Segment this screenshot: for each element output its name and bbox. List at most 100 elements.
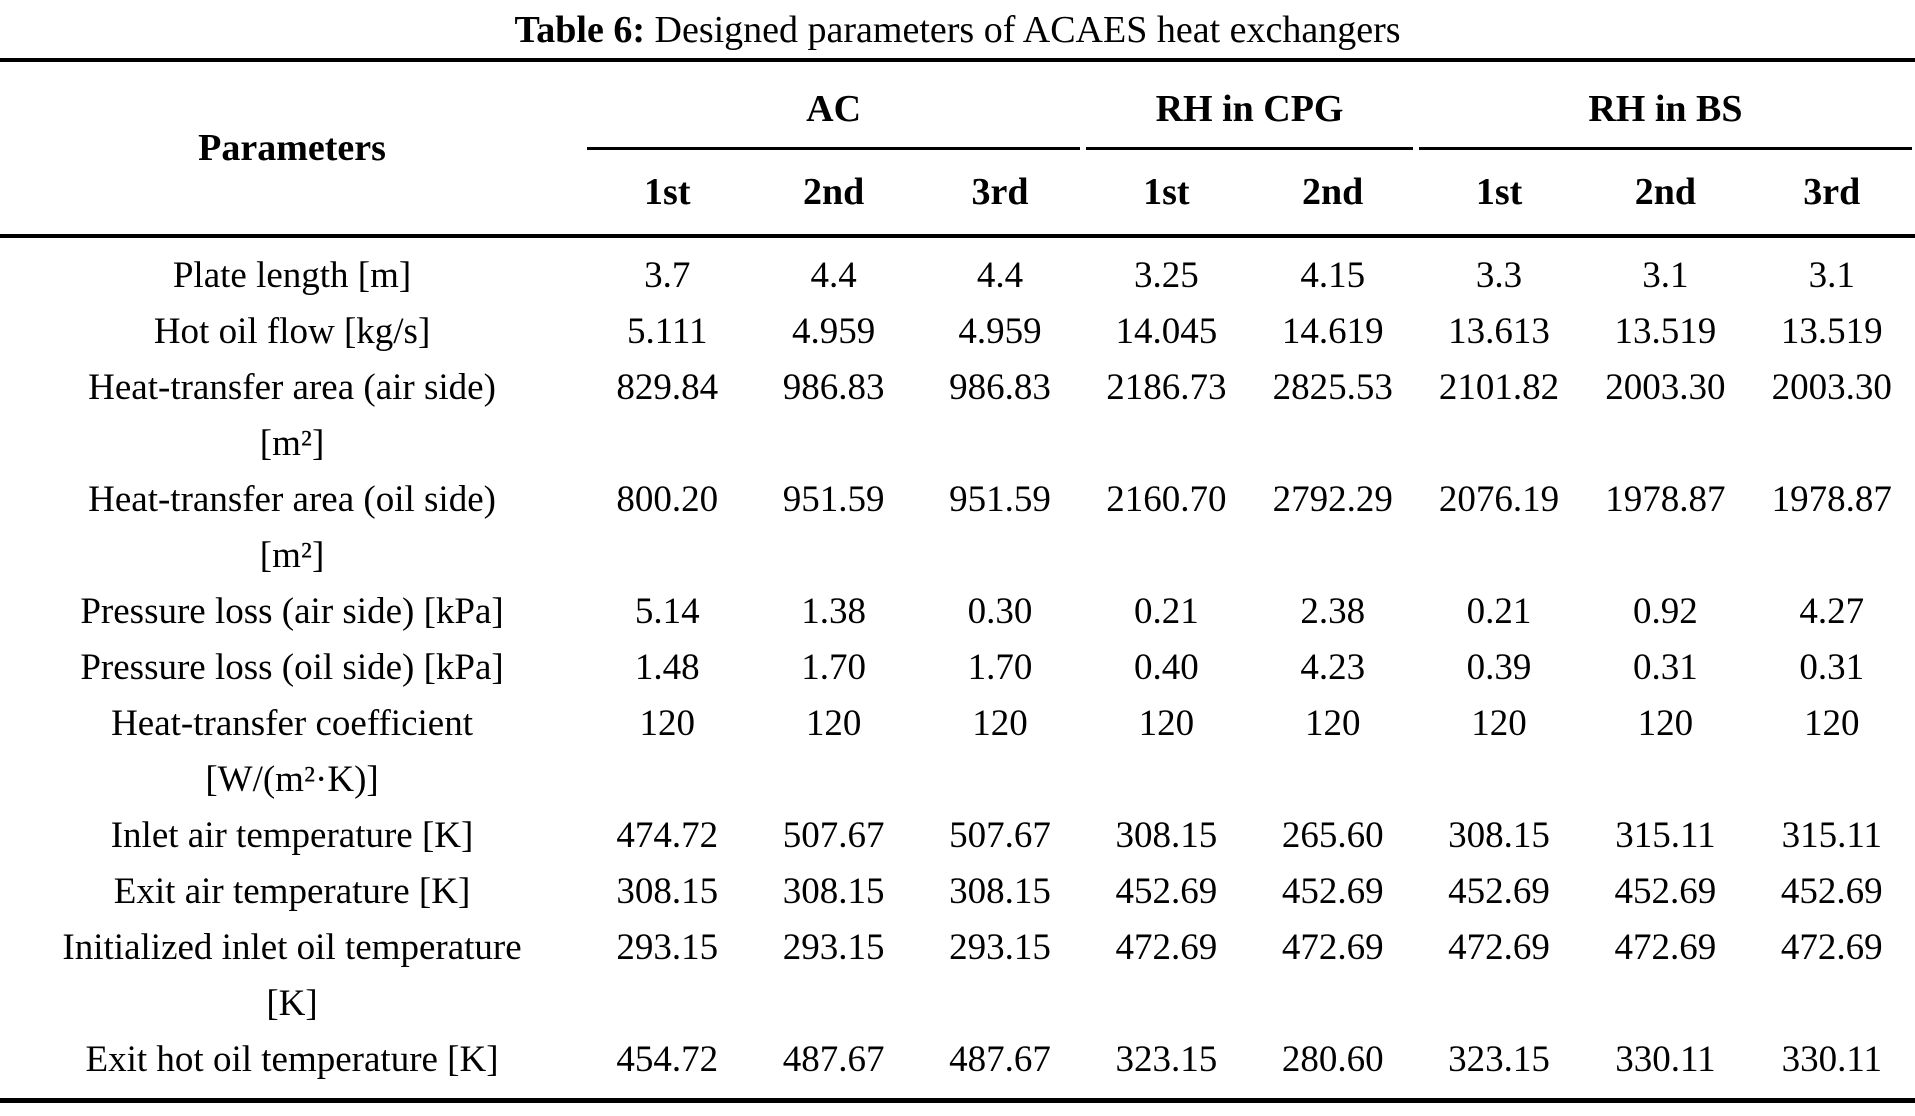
caption-text: Designed parameters of ACAES heat exchan…	[645, 9, 1401, 51]
value-cell: 14.045	[1115, 311, 1218, 352]
column-header-cpg-2nd: 2nd	[1249, 150, 1416, 238]
value-cell: 472.69	[1281, 927, 1384, 968]
group-header-rh-in-cpg-label: RH in CPG	[1086, 73, 1413, 150]
value-cell: 4.15	[1300, 255, 1366, 296]
value-cell: 265.60	[1281, 815, 1384, 856]
table-row-pressure-loss-air: Pressure loss (air side) [kPa] 5.14 1.38…	[0, 584, 1915, 640]
value-cell: 2003.30	[1771, 367, 1892, 408]
value-cell: 0.30	[967, 591, 1033, 632]
value-cell: 2792.29	[1272, 479, 1393, 520]
value-cell: 829.84	[616, 367, 719, 408]
column-header-cpg-1st: 1st	[1083, 150, 1250, 238]
value-cell: 315.11	[1615, 815, 1716, 856]
value-cell: 2076.19	[1438, 479, 1560, 520]
value-cell: 330.11	[1781, 1039, 1882, 1080]
value-cell: 472.69	[1115, 927, 1218, 968]
row-label-text: Hot oil flow [kg/s]	[153, 311, 431, 352]
row-label-unit: [W/(m²·K)]	[205, 759, 379, 800]
value-cell: 293.15	[949, 927, 1051, 968]
value-cell: 120	[1637, 703, 1694, 744]
table-row-inlet-air-temp: Inlet air temperature [K] 474.72 507.67 …	[0, 808, 1915, 864]
value-cell: 1.48	[634, 647, 700, 688]
value-cell: 2160.70	[1106, 479, 1227, 520]
group-header-rh-in-cpg: RH in CPG	[1083, 60, 1416, 150]
row-label-text: Plate length [m]	[172, 255, 412, 296]
value-cell: 1978.87	[1605, 479, 1726, 520]
value-cell: 507.67	[949, 815, 1051, 856]
value-cell: 1.38	[801, 591, 866, 632]
value-cell: 120	[972, 703, 1028, 744]
column-header-ac-1st: 1st	[584, 150, 751, 238]
value-cell: 4.27	[1799, 591, 1865, 632]
value-cell: 308.15	[616, 871, 719, 912]
value-cell: 293.15	[782, 927, 885, 968]
column-header-bs-3rd: 3rd	[1748, 150, 1915, 238]
value-cell: 315.11	[1781, 815, 1882, 856]
row-label: Initialized inlet oil temperature [K]	[0, 920, 584, 1032]
value-cell: 2825.53	[1272, 367, 1393, 408]
row-label: Pressure loss (oil side) [kPa]	[0, 640, 584, 696]
value-cell: 0.21	[1466, 591, 1532, 632]
row-label-unit: [K]	[266, 983, 318, 1024]
value-cell: 5.111	[627, 311, 708, 352]
value-cell: 120	[1471, 703, 1527, 744]
value-cell: 986.83	[949, 367, 1051, 408]
value-cell: 280.60	[1281, 1039, 1384, 1080]
value-cell: 3.25	[1133, 255, 1199, 296]
table-row-exit-air-temp: Exit air temperature [K] 308.15 308.15 3…	[0, 864, 1915, 920]
row-label-text: Inlet air temperature [K]	[110, 815, 474, 856]
value-cell: 472.69	[1780, 927, 1883, 968]
value-cell: 3.3	[1475, 255, 1523, 296]
caption-label: Table 6:	[514, 9, 646, 51]
row-label-text: Exit hot oil temperature [K]	[85, 1039, 499, 1080]
row-label-text: Heat-transfer coefficient	[111, 703, 473, 744]
value-cell: 4.959	[958, 311, 1042, 352]
parameters-table: Parameters AC RH in CPG RH in BS 1st 2nd…	[0, 58, 1915, 1103]
parameters-header: Parameters	[0, 60, 585, 238]
value-cell: 3.1	[1642, 255, 1689, 296]
value-cell: 487.67	[949, 1039, 1051, 1080]
row-label-text: Pressure loss (oil side) [kPa]	[80, 647, 504, 688]
group-header-rh-in-bs-label: RH in BS	[1418, 73, 1912, 150]
table-row-ht-area-oil: Heat-transfer area (oil side) [m²] 800.2…	[0, 472, 1915, 584]
group-header-ac-label: AC	[587, 73, 1081, 150]
value-cell: 452.69	[1281, 871, 1384, 912]
value-cell: 308.15	[1448, 815, 1550, 856]
value-cell: 120	[805, 703, 862, 744]
column-header-ac-2nd: 2nd	[750, 150, 917, 238]
value-cell: 120	[1804, 703, 1860, 744]
value-cell: 474.72	[616, 815, 719, 856]
row-label: Exit air temperature [K]	[0, 864, 584, 920]
table-row-initialized-inlet-oil-temp: Initialized inlet oil temperature [K] 29…	[0, 920, 1915, 1032]
value-cell: 4.4	[810, 255, 857, 296]
value-cell: 1978.87	[1771, 479, 1892, 520]
value-cell: 4.4	[976, 255, 1024, 296]
row-label: Heat-transfer area (air side) [m²]	[0, 360, 584, 472]
value-cell: 3.1	[1808, 255, 1855, 296]
value-cell: 0.31	[1799, 647, 1865, 688]
row-label: Hot oil flow [kg/s]	[0, 304, 584, 360]
column-header-bs-2nd: 2nd	[1582, 150, 1749, 238]
value-cell: 3.7	[644, 255, 691, 296]
table-caption: Table 6: Designed parameters of ACAES he…	[0, 0, 1915, 58]
value-cell: 0.92	[1633, 591, 1698, 632]
table-row-hot-oil-flow: Hot oil flow [kg/s] 5.111 4.959 4.959 14…	[0, 304, 1915, 360]
value-cell: 2101.82	[1438, 367, 1560, 408]
value-cell: 4.23	[1300, 647, 1366, 688]
value-cell: 951.59	[782, 479, 885, 520]
value-cell: 323.15	[1448, 1039, 1550, 1080]
row-label-text: Heat-transfer area (oil side)	[88, 479, 496, 520]
table-row-ht-coefficient: Heat-transfer coefficient [W/(m²·K)] 120…	[0, 696, 1915, 808]
value-cell: 0.21	[1133, 591, 1199, 632]
value-cell: 487.67	[782, 1039, 885, 1080]
value-cell: 1.70	[801, 647, 866, 688]
value-cell: 452.69	[1614, 871, 1717, 912]
row-label-text: Heat-transfer area (air side)	[88, 367, 496, 408]
group-header-row: Parameters AC RH in CPG RH in BS	[0, 60, 1915, 238]
value-cell: 2186.73	[1106, 367, 1227, 408]
column-header-bs-1st: 1st	[1415, 150, 1583, 238]
row-label-unit: [m²]	[259, 535, 325, 576]
value-cell: 800.20	[616, 479, 719, 520]
value-cell: 452.69	[1780, 871, 1883, 912]
